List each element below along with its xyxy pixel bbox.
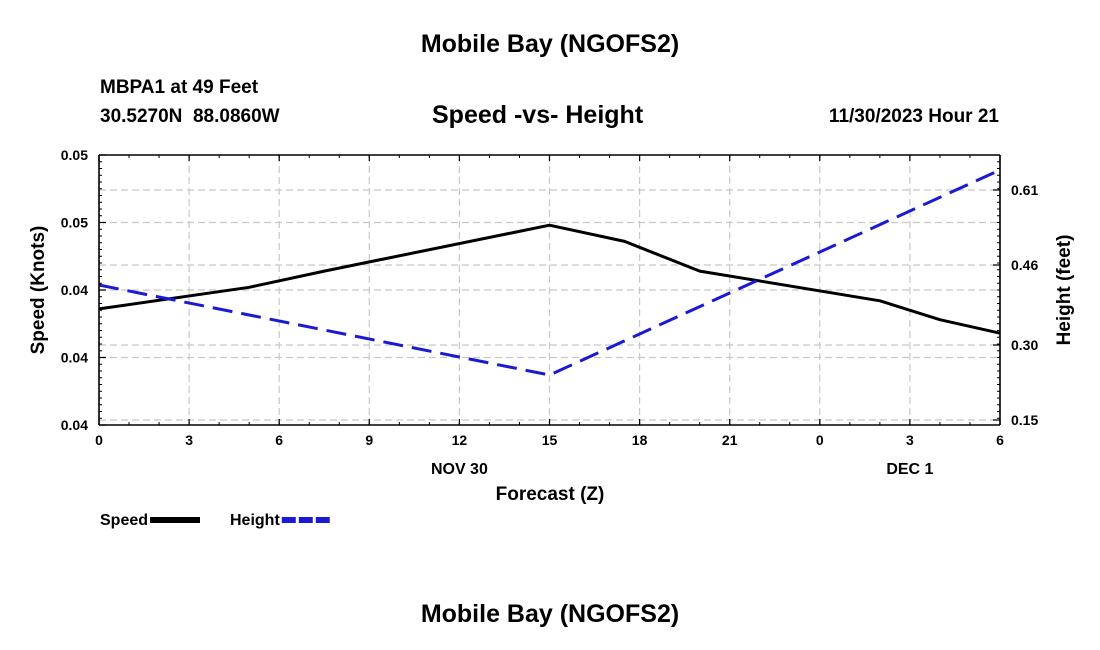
station-coordinates: 30.5270N 88.0860W xyxy=(100,106,280,127)
series-line-speed xyxy=(98,223,1001,335)
y-right-axis-title: Height (feet) xyxy=(1054,235,1075,346)
chart-legend: Speed Height xyxy=(100,512,332,529)
x-tick-label: 12 xyxy=(452,432,468,448)
legend-label-speed: Speed xyxy=(100,512,148,529)
x-date-label: NOV 30 xyxy=(431,461,488,478)
x-tick-label: 3 xyxy=(185,432,193,448)
x-tick-label: 21 xyxy=(722,432,738,448)
y-right-tick-label: 0.61 xyxy=(1011,182,1038,198)
x-tick-label: 0 xyxy=(95,432,103,448)
y-left-tick-label: 0.05 xyxy=(61,147,88,163)
x-tick-label: 6 xyxy=(996,432,1004,448)
y-right-tick-label: 0.46 xyxy=(1011,257,1038,273)
x-tick-label: 18 xyxy=(632,432,648,448)
y-left-tick-label: 0.05 xyxy=(61,215,88,231)
x-axis-title: Forecast (Z) xyxy=(496,484,605,505)
x-tick-label: 3 xyxy=(906,432,914,448)
y-right-tick-label: 0.15 xyxy=(1011,412,1038,428)
axes xyxy=(98,154,1001,426)
x-date-label: DEC 1 xyxy=(886,461,933,478)
legend-label-height: Height xyxy=(230,512,280,529)
x-tick-label: 9 xyxy=(365,432,373,448)
y-right-tick-label: 0.30 xyxy=(1011,337,1038,353)
forecast-datetime: 11/30/2023 Hour 21 xyxy=(828,106,999,127)
x-tick-label: 6 xyxy=(275,432,283,448)
axis-labels: 0 3 6 9 12 15 18 21 0 3 6 0.04 0.04 0.04 0.05 0.05 0.15 0… xyxy=(28,147,1075,505)
y-left-tick-label: 0.04 xyxy=(61,282,88,298)
chart-title: Mobile Bay (NGOFS2) xyxy=(420,30,680,58)
series-lines xyxy=(98,168,1001,377)
chart-subtitle: Speed -vs- Height xyxy=(432,101,644,129)
station-label: MBPA1 at 49 Feet xyxy=(100,77,259,98)
y-left-tick-label: 0.04 xyxy=(61,350,88,366)
footer-title: Mobile Bay (NGOFS2) xyxy=(420,600,680,628)
series-line-height xyxy=(98,168,1001,377)
grid-lines xyxy=(99,155,1000,425)
y-left-axis-title: Speed (Knots) xyxy=(28,226,49,355)
y-left-tick-label: 0.04 xyxy=(61,417,88,433)
x-tick-label: 0 xyxy=(816,432,824,448)
x-tick-label: 15 xyxy=(542,432,558,448)
